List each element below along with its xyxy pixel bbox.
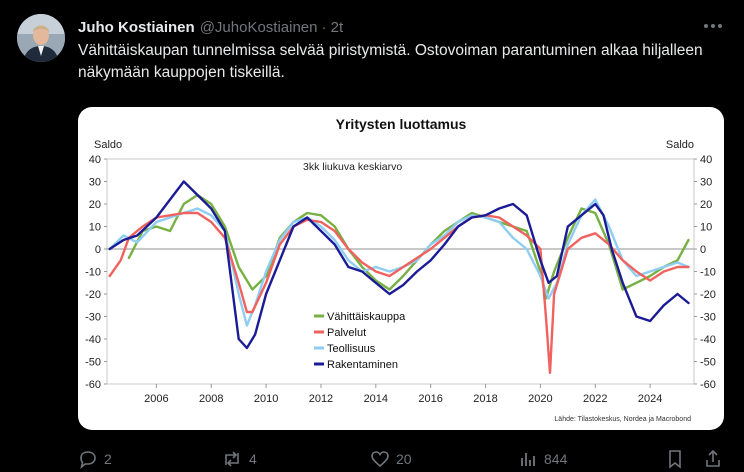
x-tick-label: 2016	[418, 393, 442, 405]
views-icon	[521, 453, 535, 466]
y-tick-label-left: -40	[85, 334, 101, 346]
y-tick-label-right: 10	[700, 222, 712, 234]
x-tick-label: 2022	[583, 393, 607, 405]
x-tick-label: 2006	[144, 393, 168, 405]
chart-legend: Vähittäiskauppa Palvelut Teollisuus Rake…	[314, 311, 406, 371]
y-tick-label-right: -20	[700, 289, 716, 301]
share-icon	[706, 449, 720, 467]
y-tick-label-right: 40	[700, 154, 712, 166]
x-tick-label: 2010	[254, 393, 278, 405]
like-button[interactable]: 20	[370, 448, 412, 470]
tweet-text: Vähittäiskaupan tunnelmissa selvää piris…	[78, 42, 703, 81]
chart-title: Yritysten luottamus	[336, 116, 467, 132]
author-name[interactable]: Juho Kostiainen	[78, 18, 195, 36]
legend-label-construction: Rakentaminen	[327, 359, 398, 371]
series-line-palvelut	[108, 211, 690, 374]
y-tick-label-right: -60	[700, 379, 716, 391]
x-tick-label: 2012	[309, 393, 333, 405]
y-tick-label-left: -60	[85, 379, 101, 391]
x-tick-label: 2020	[528, 393, 552, 405]
y-tick-label-left: -50	[85, 357, 101, 369]
legend-label-industry: Teollisuus	[327, 343, 376, 355]
y-tick-label-left: 20	[89, 199, 101, 211]
y-tick-label-right: 0	[700, 244, 706, 256]
series-line-teollisuus	[108, 198, 690, 327]
y-tick-label-right: 20	[700, 199, 712, 211]
y-label-left: Saldo	[94, 139, 122, 151]
y-tick-label-right: -10	[700, 267, 716, 279]
y-tick-label-left: -10	[85, 267, 101, 279]
like-count: 20	[396, 451, 412, 467]
bookmark-icon	[669, 450, 681, 469]
x-tick-label: 2008	[199, 393, 223, 405]
confidence-chart: Yritysten luottamus Saldo Saldo 3kk liuk…	[85, 116, 716, 423]
bookmark-button[interactable]	[666, 448, 690, 470]
tweet-time[interactable]: · 2t	[321, 18, 344, 36]
series-line-rakentaminen	[108, 180, 690, 350]
y-tick-label-left: 0	[95, 244, 101, 256]
legend-label-services: Palvelut	[327, 327, 366, 339]
tweet-image[interactable]: Yritysten luottamus Saldo Saldo 3kk liuk…	[78, 107, 724, 430]
views-button[interactable]: 844	[518, 448, 567, 470]
y-tick-label-left: 10	[89, 222, 101, 234]
y-tick-label-left: 40	[89, 154, 101, 166]
x-tick-label: 2014	[364, 393, 388, 405]
like-icon	[371, 451, 389, 468]
y-tick-label-right: -40	[700, 334, 716, 346]
repost-button[interactable]: 4	[221, 448, 257, 470]
reply-icon	[80, 451, 96, 469]
y-tick-label-right: -30	[700, 312, 716, 324]
x-tick-label: 2018	[473, 393, 497, 405]
y-tick-label-left: 30	[89, 177, 101, 189]
reply-count: 2	[104, 451, 112, 467]
reply-button[interactable]: 2	[78, 448, 112, 470]
legend-label-retail: Vähittäiskauppa	[327, 311, 406, 323]
tweet-actions: 2 4 20 844	[78, 448, 728, 470]
y-label-right: Saldo	[666, 139, 694, 151]
y-tick-label-right: -50	[700, 357, 716, 369]
chart-source: Lähde: Tilastokeskus, Nordea ja Macrobon…	[554, 416, 691, 423]
chart-annotation: 3kk liukuva keskiarvo	[303, 161, 402, 173]
repost-icon	[225, 451, 239, 467]
author-handle[interactable]: @JuhoKostiainen	[199, 18, 318, 36]
repost-count: 4	[249, 451, 257, 467]
x-tick-label: 2024	[638, 393, 662, 405]
views-count: 844	[544, 451, 568, 467]
y-tick-label-left: -20	[85, 289, 101, 301]
y-tick-label-left: -30	[85, 312, 101, 324]
share-button[interactable]	[704, 448, 728, 470]
author-avatar[interactable]	[17, 14, 65, 62]
y-tick-label-right: 30	[700, 177, 712, 189]
more-icon[interactable]	[700, 16, 726, 36]
